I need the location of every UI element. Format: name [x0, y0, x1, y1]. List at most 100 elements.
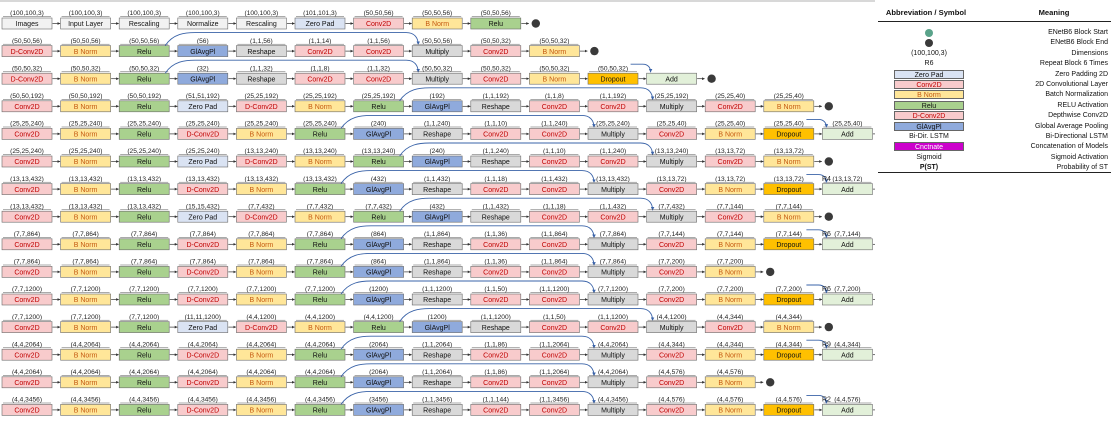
layer-node-gap — [411, 210, 463, 223]
layer-node-reshape — [411, 348, 463, 361]
node-dims: (100,100,3) — [69, 10, 103, 17]
block-end-dot — [824, 212, 833, 221]
legend-meaning: RELU Activation — [1057, 101, 1108, 109]
layer-node-relu — [353, 210, 404, 223]
legend-row: Sigmoid Sigmoid Activation — [876, 153, 1115, 163]
layer-label: GlAvgPl — [425, 214, 451, 221]
layer-label: D-Conv2D — [186, 352, 219, 359]
layer-label: Multiply — [660, 325, 684, 332]
layer-node-conv2d — [529, 293, 580, 306]
layer-node-images — [1, 17, 53, 30]
layer-label: Conv2D — [366, 21, 391, 28]
layer-node-relu — [118, 293, 170, 306]
layer-label: Conv2D — [542, 187, 567, 194]
layer-node-conv2d — [529, 321, 580, 333]
node-dims: (7,7,144) — [717, 203, 743, 210]
layer-node-relu — [118, 404, 170, 416]
legend-row: P(ST) Probability of ST — [876, 163, 1115, 173]
layer-label: Conv2D — [600, 214, 625, 221]
node-dims: (432) — [429, 203, 444, 210]
layer-label: B Norm — [777, 325, 801, 332]
layer-label: B Norm — [777, 214, 801, 221]
layer-label: B Norm — [250, 352, 274, 359]
legend-meaning: Concatenation of Models — [1030, 143, 1108, 151]
layer-node-gap — [177, 72, 229, 85]
layer-node-bnorm — [763, 321, 815, 333]
layer-label: D-Conv2D — [245, 159, 278, 166]
node-dims: (7,7,1200) — [71, 286, 101, 293]
layer-node-reshape — [411, 266, 463, 278]
layer-node-conv2d — [529, 128, 580, 140]
layer-label: Relu — [313, 132, 328, 139]
node-dims: (1,1,3456) — [422, 397, 452, 404]
layer-node-relu — [294, 404, 346, 416]
layer-label: Conv2D — [542, 104, 567, 111]
layer-label: Rescaling — [246, 21, 277, 28]
layer-label: Conv2D — [659, 297, 684, 304]
layer-node-dconv — [1, 72, 53, 85]
layer-node-dropout — [763, 348, 815, 361]
layer-node-add — [822, 183, 873, 195]
layer-label: Conv2D — [14, 242, 39, 249]
layer-label: GlAvgPl — [190, 76, 216, 83]
layer-node-dconv — [177, 348, 229, 361]
layer-node-relu — [118, 128, 170, 140]
node-dims: (50,50,32) — [129, 65, 159, 72]
layer-node-dconv — [177, 404, 229, 416]
node-dims: (50,50,56) — [71, 38, 101, 45]
repeat-note: R4 — [822, 176, 831, 183]
block-end-dot — [766, 267, 775, 277]
layer-label: GlAvgPl — [366, 297, 392, 304]
layer-label: B Norm — [250, 297, 274, 304]
layer-label: Relu — [137, 242, 152, 249]
node-dims: (7,7,864) — [600, 259, 626, 266]
layer-node-relu — [118, 45, 170, 57]
legend-row: Cnctnate Concatenation of Models — [876, 142, 1115, 152]
layer-node-add — [822, 348, 873, 361]
node-dims: (50,50,32) — [481, 65, 511, 72]
layer-node-conv2d — [646, 128, 697, 140]
layer-node-bnorm — [60, 45, 111, 57]
layer-node-relu — [353, 100, 404, 113]
legend-symbol: D-Conv2D — [894, 111, 964, 121]
node-dims: (100,100,3) — [127, 10, 161, 17]
node-dims: (1,1,8) — [545, 93, 564, 100]
node-dims: (4,4,2064) — [129, 369, 159, 376]
node-dims: (1,1,3456) — [539, 397, 569, 404]
layer-label: Conv2D — [366, 49, 391, 56]
layer-node-conv2d — [470, 45, 522, 57]
node-dims: (50,50,192) — [127, 93, 161, 100]
layer-node-bnorm — [236, 266, 287, 278]
layer-label: Multiply — [660, 104, 684, 111]
layer-node-bnorm — [60, 238, 111, 251]
layer-label: Multiply — [601, 187, 625, 194]
layer-label: Relu — [313, 270, 328, 277]
layer-node-dropout — [763, 183, 815, 195]
layer-label: Relu — [137, 297, 152, 304]
node-dims: (7,7,1200) — [598, 286, 628, 293]
node-dims: (13,13,432) — [10, 176, 44, 183]
layer-label: Relu — [313, 297, 328, 304]
layer-label: GlAvgPl — [366, 132, 392, 139]
node-dims: (7,7,144) — [717, 231, 743, 238]
layer-label: Multiply — [425, 49, 449, 56]
layer-label: Conv2D — [718, 214, 743, 221]
layer-label: Dropout — [776, 242, 801, 249]
legend-symbol: Sigmoid — [916, 153, 942, 161]
residual-connection — [806, 174, 829, 183]
layer-node-gap — [353, 293, 404, 306]
layer-label: Conv2D — [14, 380, 39, 387]
node-dims: (25,25,192) — [655, 93, 689, 100]
layer-label: Relu — [137, 380, 152, 387]
layer-node-conv2d — [1, 100, 53, 113]
layer-label: B Norm — [777, 104, 801, 111]
layer-node-bnorm — [704, 183, 756, 195]
layer-node-multiply — [587, 128, 639, 140]
layer-label: Zero Pad — [188, 104, 217, 111]
layer-label: B Norm — [74, 242, 98, 249]
node-dims: (4,4,3456) — [246, 397, 276, 404]
layer-label: Conv2D — [718, 104, 743, 111]
layer-label: Relu — [137, 408, 152, 415]
layer-node-multiply — [646, 155, 697, 168]
layer-row-13: (4,4,2064) Conv2D (4,4,2064) B Norm (4,4,206… — [1, 335, 875, 361]
